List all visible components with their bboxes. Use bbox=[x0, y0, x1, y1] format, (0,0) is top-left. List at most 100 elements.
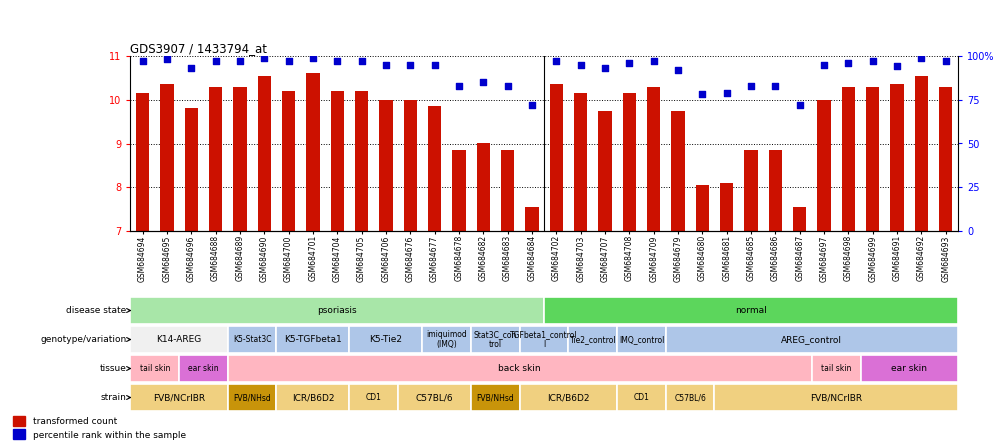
Text: K14-AREG: K14-AREG bbox=[156, 335, 201, 344]
Text: percentile rank within the sample: percentile rank within the sample bbox=[33, 431, 185, 440]
Text: CD1: CD1 bbox=[366, 393, 382, 402]
Bar bbox=[793, 207, 806, 231]
Text: IMQ_control: IMQ_control bbox=[618, 335, 663, 344]
Bar bbox=[160, 84, 173, 231]
Bar bbox=[622, 93, 635, 231]
Point bbox=[451, 82, 467, 89]
Bar bbox=[349, 325, 422, 353]
Text: ear skin: ear skin bbox=[188, 364, 218, 373]
Point bbox=[596, 65, 612, 72]
Point bbox=[183, 65, 199, 72]
Point bbox=[767, 82, 783, 89]
Bar bbox=[277, 384, 349, 412]
Bar bbox=[179, 355, 227, 382]
Bar bbox=[817, 100, 830, 231]
Text: GDS3907 / 1433794_at: GDS3907 / 1433794_at bbox=[130, 42, 268, 55]
Point bbox=[281, 58, 297, 65]
Point bbox=[305, 54, 321, 61]
Point bbox=[523, 101, 539, 108]
Bar bbox=[130, 325, 227, 353]
Point bbox=[669, 67, 685, 74]
Text: FVB/NHsd: FVB/NHsd bbox=[476, 393, 514, 402]
Bar bbox=[890, 84, 903, 231]
Bar bbox=[597, 111, 611, 231]
Bar bbox=[914, 75, 927, 231]
Text: TGFbeta1_control
l: TGFbeta1_control l bbox=[510, 330, 577, 349]
Point bbox=[329, 58, 345, 65]
Text: tissue: tissue bbox=[99, 364, 126, 373]
Point bbox=[475, 79, 491, 86]
Text: CD1: CD1 bbox=[633, 393, 648, 402]
Point bbox=[840, 59, 856, 67]
Point bbox=[402, 61, 418, 68]
Bar bbox=[258, 75, 271, 231]
Bar bbox=[135, 93, 149, 231]
Bar bbox=[331, 91, 344, 231]
Point bbox=[378, 61, 394, 68]
Bar bbox=[573, 93, 587, 231]
Point bbox=[426, 61, 442, 68]
Point bbox=[864, 58, 880, 65]
Text: ear skin: ear skin bbox=[891, 364, 926, 373]
Text: imiquimod
(IMQ): imiquimod (IMQ) bbox=[426, 330, 467, 349]
Text: transformed count: transformed count bbox=[33, 417, 116, 426]
Bar bbox=[519, 325, 568, 353]
Text: disease state: disease state bbox=[66, 306, 126, 315]
Text: back skin: back skin bbox=[498, 364, 540, 373]
Bar bbox=[695, 185, 708, 231]
Bar bbox=[568, 325, 616, 353]
Bar bbox=[428, 106, 441, 231]
Bar bbox=[616, 325, 665, 353]
Point bbox=[937, 58, 953, 65]
Bar bbox=[938, 87, 952, 231]
Bar bbox=[646, 87, 659, 231]
Bar bbox=[525, 207, 538, 231]
Bar bbox=[208, 87, 222, 231]
Point bbox=[717, 89, 733, 96]
Bar bbox=[865, 87, 879, 231]
Text: psoriasis: psoriasis bbox=[317, 306, 357, 315]
Bar bbox=[403, 100, 417, 231]
Bar bbox=[719, 183, 732, 231]
Text: tail skin: tail skin bbox=[139, 364, 169, 373]
Bar bbox=[543, 297, 957, 325]
Point bbox=[256, 54, 272, 61]
Point bbox=[207, 58, 223, 65]
Text: Stat3C_con
trol: Stat3C_con trol bbox=[473, 330, 517, 349]
Bar bbox=[277, 325, 349, 353]
Text: Tie2_control: Tie2_control bbox=[569, 335, 615, 344]
Bar bbox=[130, 355, 179, 382]
Point bbox=[620, 59, 636, 67]
Bar bbox=[665, 325, 957, 353]
Bar bbox=[422, 325, 471, 353]
Bar bbox=[500, 150, 514, 231]
Bar bbox=[841, 87, 854, 231]
Bar bbox=[713, 384, 957, 412]
Bar bbox=[471, 325, 519, 353]
Point bbox=[645, 58, 661, 65]
Text: AREG_control: AREG_control bbox=[781, 335, 842, 344]
Bar bbox=[12, 416, 25, 426]
Bar bbox=[860, 355, 957, 382]
Point bbox=[231, 58, 247, 65]
Bar bbox=[233, 87, 246, 231]
Bar bbox=[549, 84, 562, 231]
Point bbox=[548, 58, 564, 65]
Point bbox=[158, 56, 174, 63]
Text: FVB/NHsd: FVB/NHsd bbox=[233, 393, 271, 402]
Text: C57BL/6: C57BL/6 bbox=[673, 393, 705, 402]
Text: FVB/NCrIBR: FVB/NCrIBR bbox=[153, 393, 205, 402]
Bar bbox=[349, 384, 398, 412]
Text: C57BL/6: C57BL/6 bbox=[416, 393, 453, 402]
Bar bbox=[665, 384, 713, 412]
Bar bbox=[130, 384, 227, 412]
Point bbox=[572, 61, 588, 68]
Bar bbox=[452, 150, 465, 231]
Bar bbox=[471, 384, 519, 412]
Bar bbox=[130, 297, 543, 325]
Text: normal: normal bbox=[734, 306, 767, 315]
Text: K5-Tie2: K5-Tie2 bbox=[369, 335, 402, 344]
Bar bbox=[616, 384, 665, 412]
Bar bbox=[282, 91, 295, 231]
Text: ICR/B6D2: ICR/B6D2 bbox=[547, 393, 589, 402]
